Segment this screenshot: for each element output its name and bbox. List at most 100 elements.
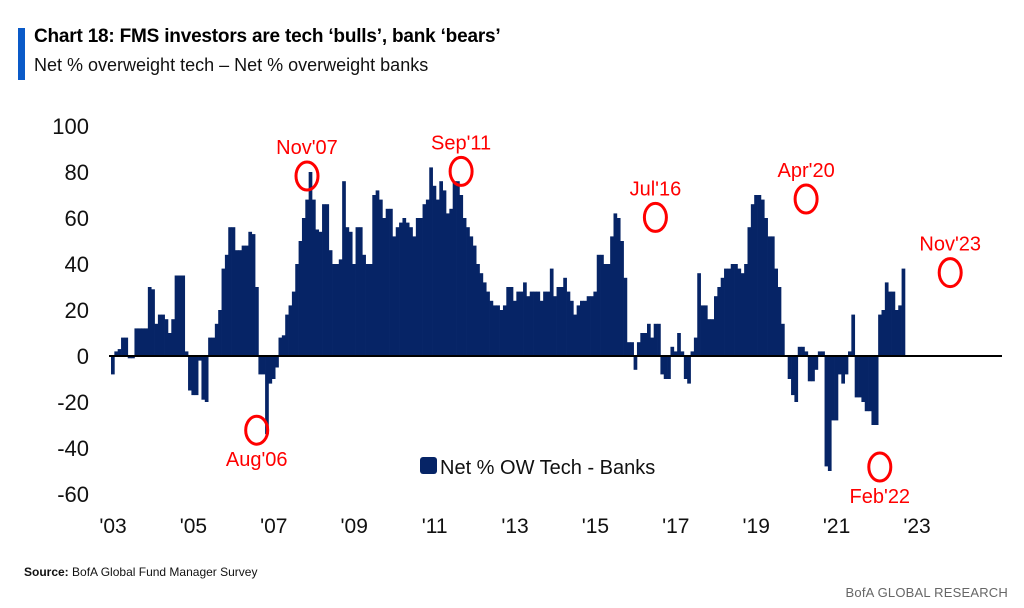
bar [590,296,594,356]
bar [770,236,775,356]
bar [573,314,577,356]
bar [385,208,390,356]
annotation-circle [294,160,320,192]
bar [291,291,296,356]
bar [251,234,256,356]
bar [137,328,142,356]
bar [472,245,477,356]
bar [814,356,819,370]
bar [690,351,695,356]
bar [901,268,906,356]
bar [797,346,802,356]
bar [874,356,879,425]
bar [623,277,628,356]
bar [432,185,437,356]
bar [740,273,745,356]
bar [600,254,604,356]
bar [576,305,581,356]
annotation-circle [867,451,893,483]
bar [539,300,544,356]
bar [268,356,273,384]
bar [636,342,641,356]
bar [211,337,216,356]
bar [767,236,772,356]
bar [482,282,487,356]
bar [462,218,467,356]
y-tick-label: 100 [52,114,89,139]
bar [238,250,242,356]
bar [275,356,279,368]
bar [288,305,293,356]
bar [439,181,443,356]
bar [147,287,152,356]
x-tick-label: '09 [341,515,368,538]
chart-subtitle: Net % overweight tech – Net % overweight… [34,55,429,75]
bar [807,356,812,382]
annotation-label: Aug'06 [226,449,288,471]
bar [556,287,561,356]
bar [365,264,370,356]
y-tick-label: -20 [57,390,89,415]
bar-series [111,167,906,471]
bar [449,208,454,356]
annotation-circle [642,201,668,233]
bar [255,287,259,356]
bar [864,356,869,412]
x-tick-label: '15 [582,515,609,538]
bar [114,351,119,356]
bar [228,227,232,356]
bar [111,356,115,375]
bar [687,356,691,384]
annotation-label: Apr'20 [778,160,835,182]
bar [208,337,212,356]
bar [764,218,768,356]
bar [141,328,145,356]
bar [519,291,524,356]
bar [526,296,531,356]
bar [486,291,490,356]
bar [680,351,685,356]
bar [620,241,624,356]
bar [533,291,537,356]
bar [606,264,611,356]
bar [831,356,835,421]
bar [469,236,474,356]
bar [569,300,574,356]
bar [841,356,845,384]
bar [188,356,192,391]
bar [221,268,226,356]
bar [422,204,427,356]
annotation-label: Jul'16 [630,178,682,200]
bar [673,351,678,356]
bar [402,218,407,356]
bar [811,356,815,382]
x-tick-label: '17 [662,515,689,538]
bar [774,268,778,356]
bar [479,273,484,356]
x-axis: '03 '05 '07 '09 '11 '13 '15 '17 '19 '21 '23 [99,515,930,538]
bar [827,356,832,471]
bar [848,351,852,356]
bar [707,319,711,356]
bar [891,291,896,356]
bar [171,319,175,356]
bar [265,356,269,435]
bar [871,356,876,425]
bar [258,356,263,375]
bar [352,264,356,356]
bar [717,287,722,356]
bar [281,335,286,356]
bar [315,229,320,356]
bar [724,268,728,356]
bar [446,213,450,356]
bar [198,356,202,361]
bar [670,346,675,356]
x-tick-label: '13 [501,515,528,538]
bar [610,236,614,356]
bar [382,218,387,356]
bar [754,195,758,356]
bar [791,356,795,396]
bar [328,250,333,356]
bar [640,333,644,356]
bar [476,264,480,356]
